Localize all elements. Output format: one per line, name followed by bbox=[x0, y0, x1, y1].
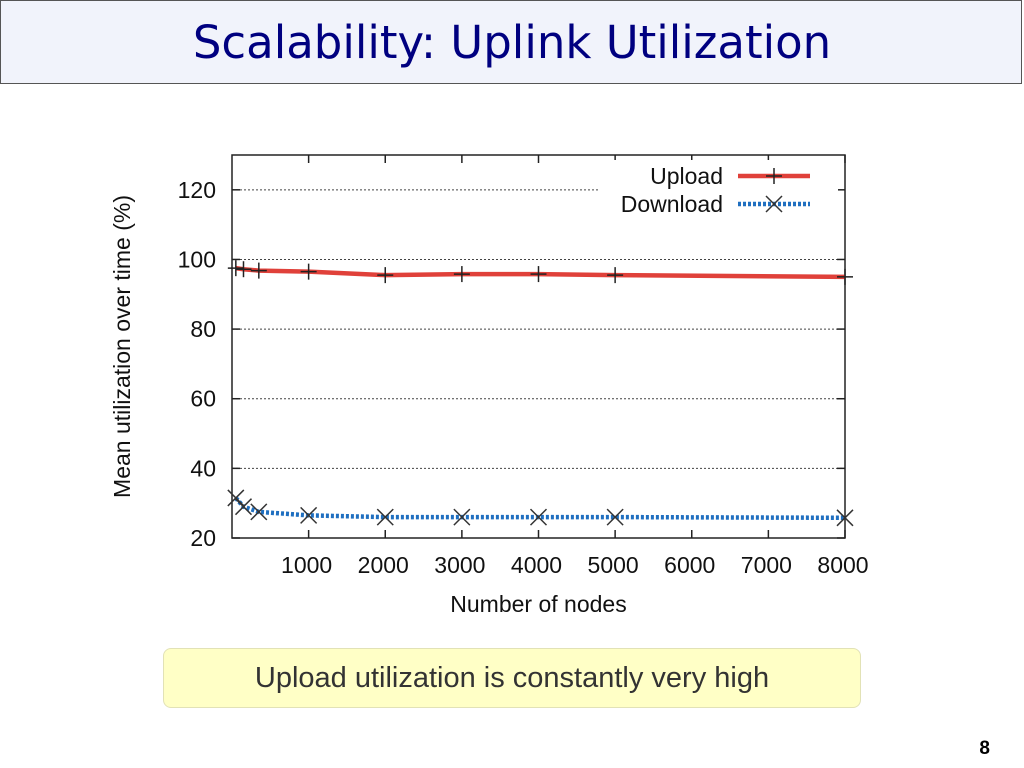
y-tick-label: 120 bbox=[178, 177, 216, 203]
x-tick-label: 2000 bbox=[358, 552, 409, 578]
legend-label-upload: Upload bbox=[650, 163, 723, 189]
grid bbox=[232, 189, 845, 469]
data-point-download bbox=[453, 508, 471, 526]
data-point-upload bbox=[235, 261, 252, 278]
callout-text: Upload utilization is constantly very hi… bbox=[254, 662, 770, 694]
axis-ticks: 20 40 60 80 100 120 1000 2000 3000 4000 5000 6000 70… bbox=[178, 155, 869, 578]
data-point-download bbox=[529, 508, 548, 526]
data-point-upload bbox=[300, 263, 317, 280]
legend-marker-upload bbox=[766, 168, 782, 184]
x-tick-label: 4000 bbox=[511, 552, 562, 578]
page-number: 8 bbox=[979, 738, 990, 759]
y-tick-label: 20 bbox=[190, 525, 216, 551]
y-axis-label: Mean utilization over time (%) bbox=[109, 195, 135, 498]
x-tick-label: 3000 bbox=[434, 552, 485, 578]
data-point-download bbox=[300, 506, 318, 524]
data-point-upload bbox=[453, 266, 470, 283]
page-title: Scalability: Uplink Utilization bbox=[192, 16, 832, 69]
y-tick-label: 100 bbox=[178, 246, 216, 272]
y-tick-label: 60 bbox=[190, 386, 216, 412]
legend-marker-download bbox=[765, 195, 783, 213]
x-tick-label: 5000 bbox=[588, 552, 639, 578]
title-bar: Scalability: Uplink Utilization bbox=[0, 0, 1022, 84]
x-tick-label: 8000 bbox=[817, 552, 868, 578]
x-axis-label: Number of nodes bbox=[450, 591, 626, 617]
data-point-upload bbox=[227, 260, 244, 277]
x-tick-label: 1000 bbox=[281, 552, 332, 578]
x-tick-label: 7000 bbox=[741, 552, 792, 578]
data-point-upload bbox=[250, 262, 267, 279]
data-point-upload bbox=[377, 267, 394, 284]
data-point-upload bbox=[607, 267, 624, 284]
series bbox=[227, 260, 854, 527]
data-point-upload bbox=[530, 266, 547, 283]
data-point-download bbox=[376, 508, 394, 526]
series-line-upload bbox=[235, 265, 846, 280]
data-point-download bbox=[836, 509, 854, 527]
y-tick-label: 40 bbox=[190, 455, 216, 481]
y-tick-label: 80 bbox=[190, 316, 216, 342]
x-tick-label: 6000 bbox=[664, 552, 715, 578]
legend-background bbox=[598, 160, 838, 220]
series-line-download bbox=[234, 496, 846, 521]
data-point-download bbox=[234, 498, 253, 516]
legend-label-download: Download bbox=[621, 191, 723, 217]
data-point-upload bbox=[837, 268, 853, 285]
data-point-download bbox=[606, 508, 624, 526]
callout-box: Upload utilization is constantly very hi… bbox=[163, 648, 861, 708]
data-point-download bbox=[250, 503, 268, 521]
